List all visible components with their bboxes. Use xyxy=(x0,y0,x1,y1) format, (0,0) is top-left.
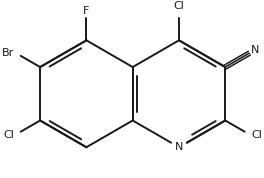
Text: Cl: Cl xyxy=(252,130,262,140)
Text: N: N xyxy=(175,142,183,152)
Text: F: F xyxy=(83,6,89,17)
Text: Br: Br xyxy=(2,48,14,58)
Text: N: N xyxy=(251,45,260,55)
Text: Cl: Cl xyxy=(3,130,14,140)
Text: Cl: Cl xyxy=(173,1,185,12)
